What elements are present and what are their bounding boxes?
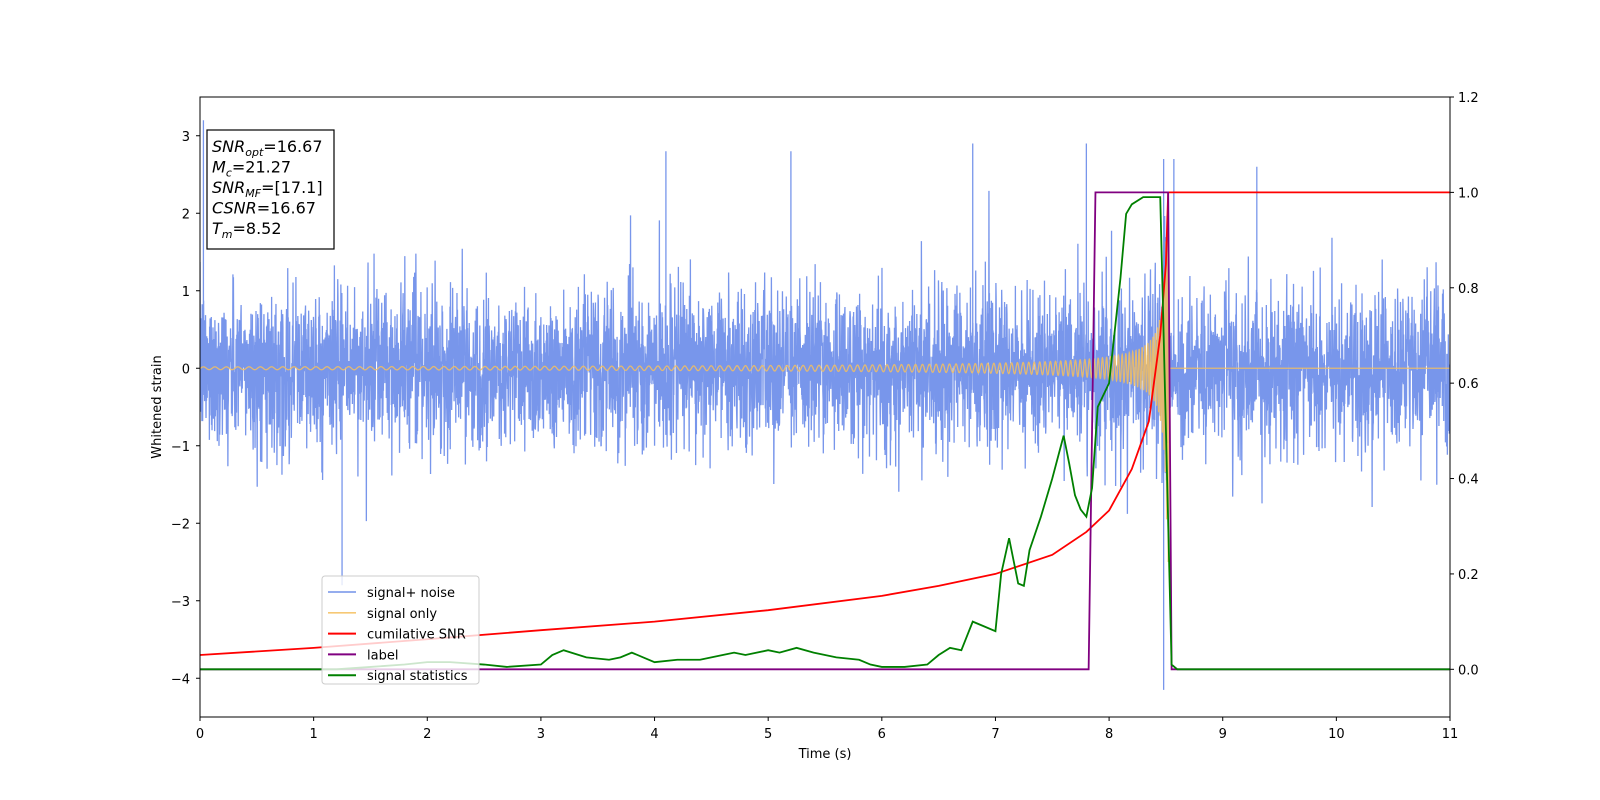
x-tick-label: 9: [1219, 727, 1227, 742]
x-tick-label: 5: [764, 727, 772, 742]
legend-label: signal+ noise: [367, 586, 455, 601]
x-tick-label: 11: [1442, 727, 1459, 742]
y2-tick-label: 0.2: [1458, 568, 1479, 583]
axes-frame: [199, 96, 1451, 718]
legend-label: signal only: [367, 607, 437, 622]
y2-tick-label: 0.0: [1458, 663, 1479, 678]
legend-label: signal statistics: [367, 669, 468, 684]
x-tick-label: 8: [1105, 727, 1113, 742]
y-tick-label: −4: [171, 672, 190, 687]
y-tick-label: −1: [171, 440, 190, 455]
y-tick-label: −2: [171, 517, 190, 532]
series-signal-only-line: [200, 215, 1450, 563]
plot-area: [200, 120, 1450, 690]
x-tick-label: 7: [991, 727, 999, 742]
annotation-line: CSNR=16.67: [212, 199, 316, 218]
annotation-frame: [206, 129, 335, 250]
y-tick-label: 0: [182, 362, 190, 377]
axis-ticks: 0 1 2 3 4 5 6 7 8 9 10 113210−1−2−3−41.21.00.80.60.…: [171, 91, 1479, 742]
annotation-line: Mc=21.27: [212, 158, 291, 180]
x-axis-label: Time (s): [798, 747, 852, 762]
y2-tick-label: 1.0: [1458, 186, 1479, 201]
y-axis-label: Whitened strain: [150, 355, 165, 458]
y2-tick-label: 0.6: [1458, 377, 1479, 392]
y-tick-label: 2: [182, 207, 190, 222]
y-tick-label: 1: [182, 285, 190, 300]
y-tick-label: 3: [182, 130, 190, 145]
annotation-line: SNRopt=16.67: [212, 137, 323, 159]
legend-label: cumilative SNR: [367, 628, 466, 643]
legend-frame: [321, 575, 480, 685]
x-tick-label: 2: [423, 727, 431, 742]
x-tick-label: 4: [650, 727, 658, 742]
series-signal-noise-line: [200, 120, 1450, 690]
y2-tick-label: 0.8: [1458, 282, 1479, 297]
series-signal-statistics-line: [200, 196, 1450, 671]
y2-tick-label: 0.4: [1458, 473, 1479, 488]
x-tick-label: 1: [309, 727, 317, 742]
x-tick-label: 3: [537, 727, 545, 742]
x-tick-label: 6: [878, 727, 886, 742]
x-tick-label: 10: [1328, 727, 1345, 742]
stats-annotation-box: SNRopt=16.67Mc=21.27SNRMF=[17.1]CSNR=16.…: [206, 129, 335, 250]
legend: signal+ noise signal only cumilative SNR la…: [321, 575, 480, 685]
series-cumulative-snr-line: [200, 191, 1450, 656]
annotation-line: SNRMF=[17.1]: [212, 178, 323, 200]
y-tick-label: −3: [171, 595, 190, 610]
y2-tick-label: 1.2: [1458, 91, 1479, 106]
annotation-line: Tm=8.52: [212, 219, 282, 241]
x-tick-label: 0: [196, 727, 204, 742]
legend-label: label: [367, 648, 398, 663]
